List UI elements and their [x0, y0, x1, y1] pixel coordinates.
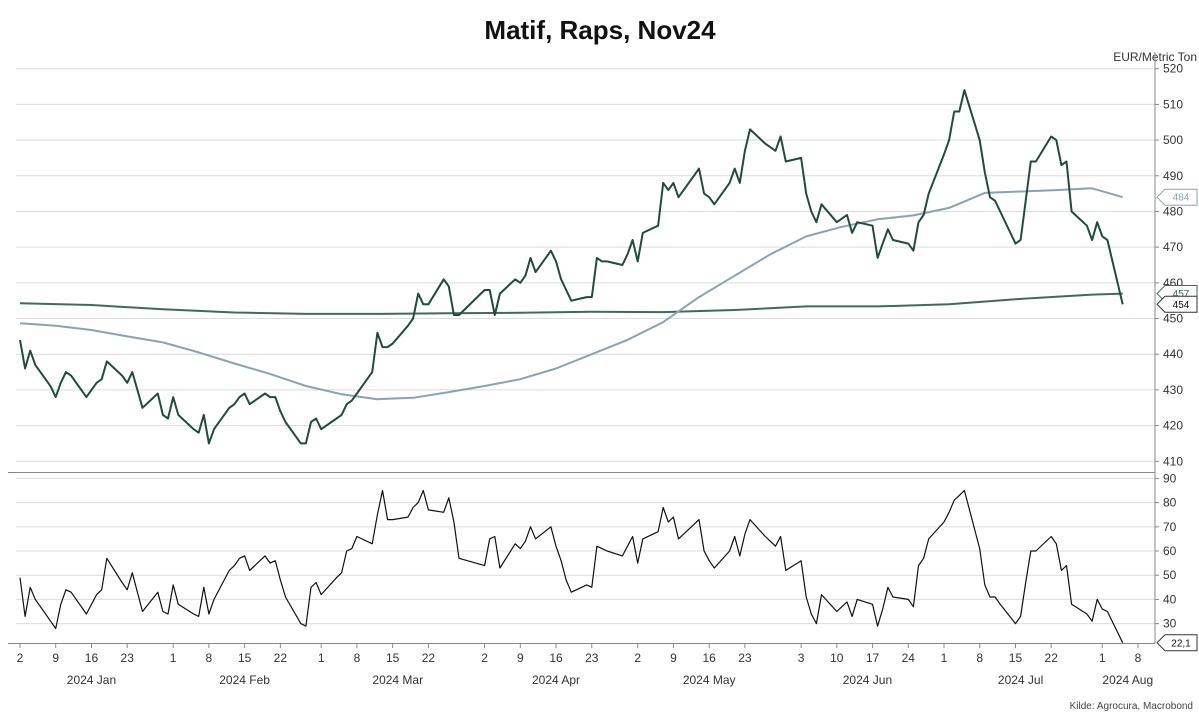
- upper-y-tick-label: 450: [1163, 312, 1183, 326]
- lower-y-tick-label: 70: [1163, 520, 1177, 534]
- price-series-line-0: [19, 89, 1124, 445]
- upper-y-tick-label: 510: [1163, 97, 1183, 111]
- x-month-label: 2024 Feb: [219, 673, 270, 687]
- x-tick-label: 2: [17, 651, 24, 665]
- upper-y-tick-label: 480: [1163, 204, 1183, 218]
- end-label-box: [1156, 188, 1198, 206]
- x-tick-label: 23: [121, 651, 135, 665]
- upper-y-tick-label: 470: [1163, 240, 1183, 254]
- x-tick-label: 22: [1045, 651, 1059, 665]
- x-tick-label: 16: [85, 651, 99, 665]
- x-month-label: 2024 Apr: [532, 673, 580, 687]
- x-tick-label: 8: [976, 651, 983, 665]
- x-tick-label: 23: [738, 651, 752, 665]
- x-tick-label: 3: [798, 651, 805, 665]
- lower-y-tick-label: 80: [1163, 496, 1177, 510]
- lower-y-tick-label: 90: [1163, 471, 1177, 485]
- x-tick-label: 24: [902, 651, 916, 665]
- end-label-box: [1156, 295, 1198, 313]
- x-tick-label: 8: [1135, 651, 1142, 665]
- x-tick-label: 1: [318, 651, 325, 665]
- x-tick-label: 22: [274, 651, 288, 665]
- x-tick-label: 1: [170, 651, 177, 665]
- x-month-label: 2024 Mar: [372, 673, 423, 687]
- end-label: 454: [1156, 295, 1198, 313]
- chart-frame: [8, 52, 1156, 644]
- upper-y-tick-label: 440: [1163, 347, 1183, 361]
- x-tick-label: 15: [238, 651, 252, 665]
- x-month-label: 2024 Aug: [1102, 673, 1153, 687]
- x-tick-label: 10: [830, 651, 844, 665]
- end-label-box: [1156, 634, 1198, 652]
- lower-y-tick-label: 40: [1163, 592, 1177, 606]
- x-tick-label: 15: [386, 651, 400, 665]
- end-label-text: 22,1: [1171, 638, 1191, 649]
- lower-y-tick-label: 50: [1163, 568, 1177, 582]
- lower-panel-grid: [16, 477, 1155, 625]
- end-label-text: 457: [1173, 289, 1190, 300]
- end-label: 22,1: [1156, 634, 1198, 652]
- x-tick-label: 8: [354, 651, 361, 665]
- upper-y-tick-label: 500: [1163, 133, 1183, 147]
- lower-y-tick-label: 30: [1163, 617, 1177, 631]
- x-tick-label: 1: [941, 651, 948, 665]
- lower-panel-series: [19, 489, 1124, 644]
- x-tick-label: 16: [549, 651, 563, 665]
- upper-y-tick-label: 490: [1163, 169, 1183, 183]
- x-tick-label: 9: [517, 651, 524, 665]
- x-tick-label: 23: [585, 651, 599, 665]
- lower-y-tick-label: 60: [1163, 544, 1177, 558]
- x-tick-label: 9: [52, 651, 59, 665]
- upper-y-tick-label: 430: [1163, 383, 1183, 397]
- upper-y-tick-label: 420: [1163, 419, 1183, 433]
- x-tick-label: 15: [1009, 651, 1023, 665]
- price-series-line-2: [19, 292, 1123, 315]
- upper-panel-series: [19, 89, 1124, 445]
- x-tick-label: 16: [702, 651, 716, 665]
- indicator-series-line-0: [19, 489, 1124, 644]
- x-month-label: 2024 May: [683, 673, 736, 687]
- x-month-label: 2024 Jul: [998, 673, 1043, 687]
- upper-panel-grid: [16, 68, 1155, 462]
- x-tick-label: 9: [670, 651, 677, 665]
- lower-y-axis-ticks: 30 40 50 60 70 80 90: [1155, 471, 1177, 631]
- x-axis: 2 9 16 23 1 8 15 22 1 8 15 22 2 9 16 23 2 9 16 23 3 10 17 24 1 8 1…: [17, 643, 1153, 687]
- x-month-label: 2024 Jun: [843, 673, 892, 687]
- end-label-text: 484: [1173, 193, 1190, 204]
- x-tick-label: 8: [206, 651, 213, 665]
- price-series-line-1: [19, 187, 1123, 401]
- x-tick-label: 1: [1099, 651, 1106, 665]
- end-label: 484: [1156, 188, 1198, 206]
- x-tick-label: 2: [634, 651, 641, 665]
- chart-title: Matif, Raps, Nov24: [484, 15, 716, 45]
- upper-y-tick-label: 520: [1163, 62, 1183, 76]
- x-tick-label: 22: [422, 651, 436, 665]
- upper-y-tick-label: 410: [1163, 454, 1183, 468]
- x-tick-label: 17: [866, 651, 880, 665]
- x-tick-label: 2: [481, 651, 488, 665]
- x-month-label: 2024 Jan: [67, 673, 116, 687]
- end-label-text: 454: [1173, 300, 1190, 311]
- source-note: Kilde: Agrocura, Macrobond: [1070, 701, 1193, 712]
